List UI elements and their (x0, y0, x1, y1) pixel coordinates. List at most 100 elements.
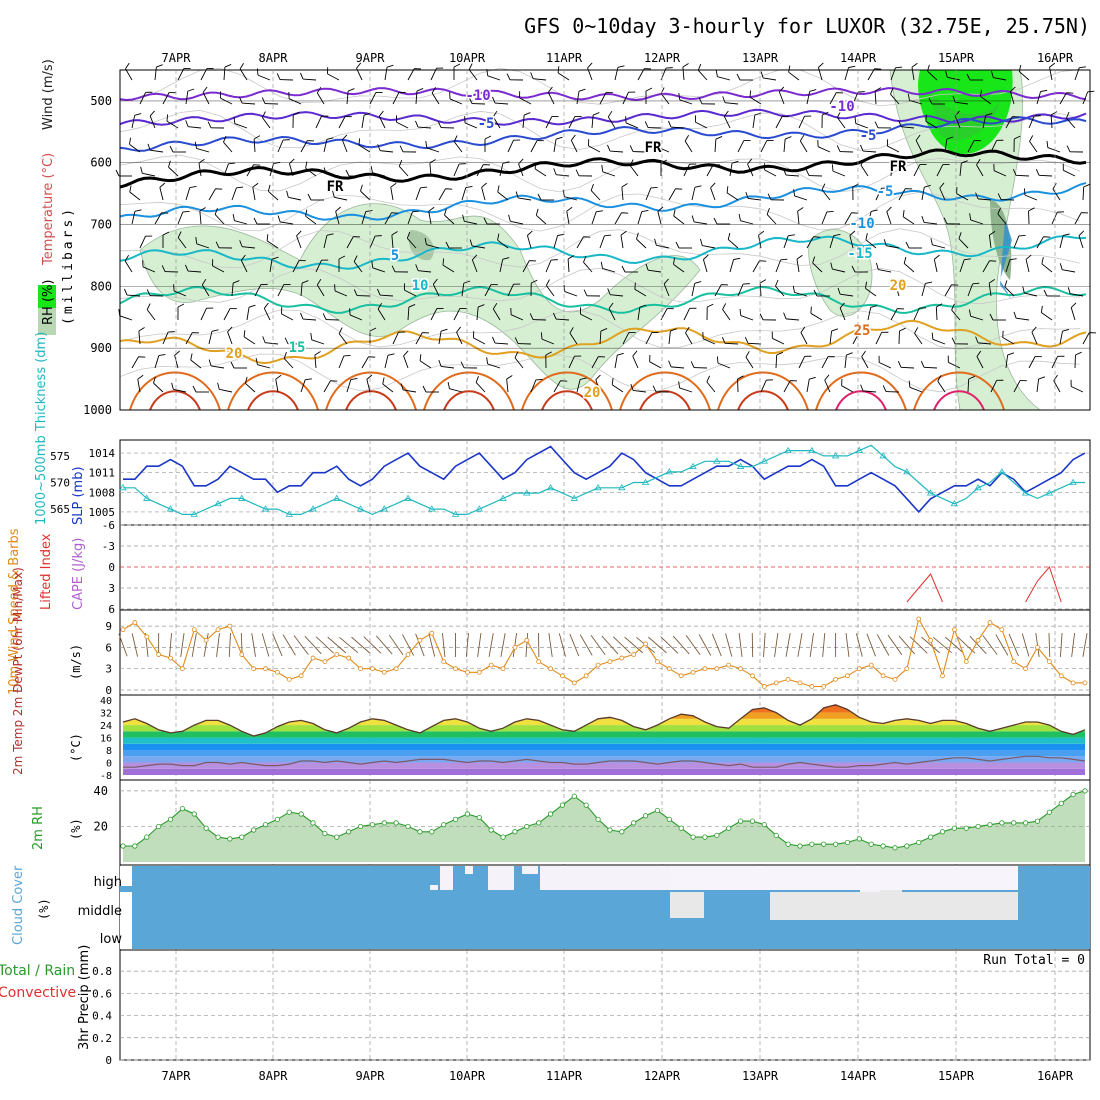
wind-barb-flag (215, 188, 223, 190)
wind-barb-staff (338, 333, 348, 345)
wind-barb-staff (566, 211, 570, 225)
temp-tick-label: -8 (100, 771, 112, 782)
wind-barb (208, 329, 219, 345)
wind10m-barb (579, 634, 593, 656)
wind10m-barb-staff (785, 633, 791, 657)
rh2m-point (310, 820, 316, 826)
wind-barb-staff (909, 386, 923, 393)
wind-barb-flag (189, 186, 197, 189)
wind10m-barb-staff (969, 635, 987, 655)
wind-barb-staff (710, 187, 716, 201)
wind10m-barb (1035, 633, 1040, 657)
wind-barb (415, 264, 432, 273)
wind10m-point (856, 666, 862, 672)
wind-barb (591, 210, 603, 225)
wind-barb-flag (890, 87, 894, 95)
wind-barb-flag (307, 140, 315, 142)
wind10m-barb (698, 634, 712, 656)
isotherm-label: -15 (847, 246, 872, 262)
wind-barb-staff (786, 318, 800, 321)
wind-barb (614, 65, 625, 81)
wind-barb-staff (1041, 312, 1053, 321)
wind-barb (568, 355, 582, 369)
wind-barb (442, 258, 455, 273)
wind10m-barb-staff (612, 636, 631, 654)
wind-barb-staff (610, 150, 624, 153)
wind-barb-flag (812, 256, 816, 264)
wind-barb-staff (378, 116, 386, 129)
wind-barb-flag (350, 378, 358, 381)
wind-barb-staff (990, 380, 998, 393)
wind-barb-staff (978, 342, 992, 345)
wind-barb-staff (353, 261, 363, 273)
wind-barb-flag (201, 278, 207, 286)
wind10m-barb (388, 634, 404, 656)
wind-barb-flag (408, 304, 416, 308)
wind-barb-staff (1036, 379, 1040, 393)
x-tick-label-top: 9APR (356, 51, 386, 65)
wind-barb-flag (1012, 168, 1017, 176)
wind-barb (771, 331, 785, 345)
wind-barb (507, 139, 521, 153)
x-tick-label-top: 12APR (644, 51, 681, 65)
wind-barb (656, 140, 670, 153)
wind-barb-flag (939, 182, 945, 189)
wind-barb (139, 235, 153, 249)
wind-barb (936, 163, 950, 177)
isotherm-15 (119, 285, 1087, 314)
wind-barb-staff (959, 259, 965, 273)
rh2m-point (892, 845, 898, 851)
wind10m-barb (488, 633, 494, 657)
wind-barb-flag (997, 207, 1002, 215)
thickness-point (736, 462, 745, 469)
wind-barb (315, 259, 329, 273)
wind-barb-flag (424, 237, 427, 245)
wind-barb (991, 70, 1007, 81)
wind-barb (473, 331, 486, 345)
wind-barb-staff (556, 318, 570, 321)
wind-barb-staff (911, 67, 915, 81)
wind-barb-staff (1005, 355, 1009, 369)
wind-barb-flag (975, 336, 979, 344)
wind-barb-staff (576, 91, 580, 105)
wind-barb-staff (637, 307, 641, 321)
wind-barb-flag (428, 206, 435, 212)
wind-barb (959, 258, 971, 273)
wind-barb (683, 307, 697, 321)
isotherm-30 (639, 390, 691, 411)
wind-barb (668, 188, 683, 201)
wind-barb (361, 210, 373, 225)
wind-barb (1041, 257, 1053, 273)
wind-barb (722, 303, 731, 321)
wind-barb (300, 72, 317, 81)
wind-barb-staff (341, 139, 348, 153)
wind-barb-staff (927, 70, 938, 81)
wind-barb-flag (878, 355, 880, 363)
wind-barb-flag (137, 374, 144, 380)
wind-barb (200, 67, 214, 81)
wind-barb (129, 185, 141, 201)
wind-barb (195, 237, 210, 249)
wind10m-point (987, 620, 993, 625)
wind-barb (836, 145, 854, 153)
wind-barb (346, 236, 361, 249)
wind-barb (645, 331, 659, 345)
wind-barb-flag (667, 308, 674, 310)
wind-barb-flag (316, 86, 322, 94)
wind10m-barb (876, 634, 890, 656)
wind-barb (908, 380, 923, 393)
wind-barb-flag (860, 144, 864, 152)
wind10m-barb (982, 635, 998, 655)
wind-barb-flag (253, 217, 258, 225)
wind-barb (483, 217, 500, 225)
wind-barb (745, 351, 754, 369)
wind-barb-flag (185, 120, 189, 127)
wind-barb-flag (975, 192, 979, 200)
temp-tick-label: 40 (100, 696, 112, 707)
wind-barb-staff (338, 355, 345, 369)
thickness-line (123, 444, 1085, 516)
rh2m-point (417, 829, 423, 835)
isotherm-label: -5 (877, 184, 894, 200)
wind-barb (997, 193, 1015, 201)
x-tick-label-bottom: 11APR (546, 1069, 583, 1083)
